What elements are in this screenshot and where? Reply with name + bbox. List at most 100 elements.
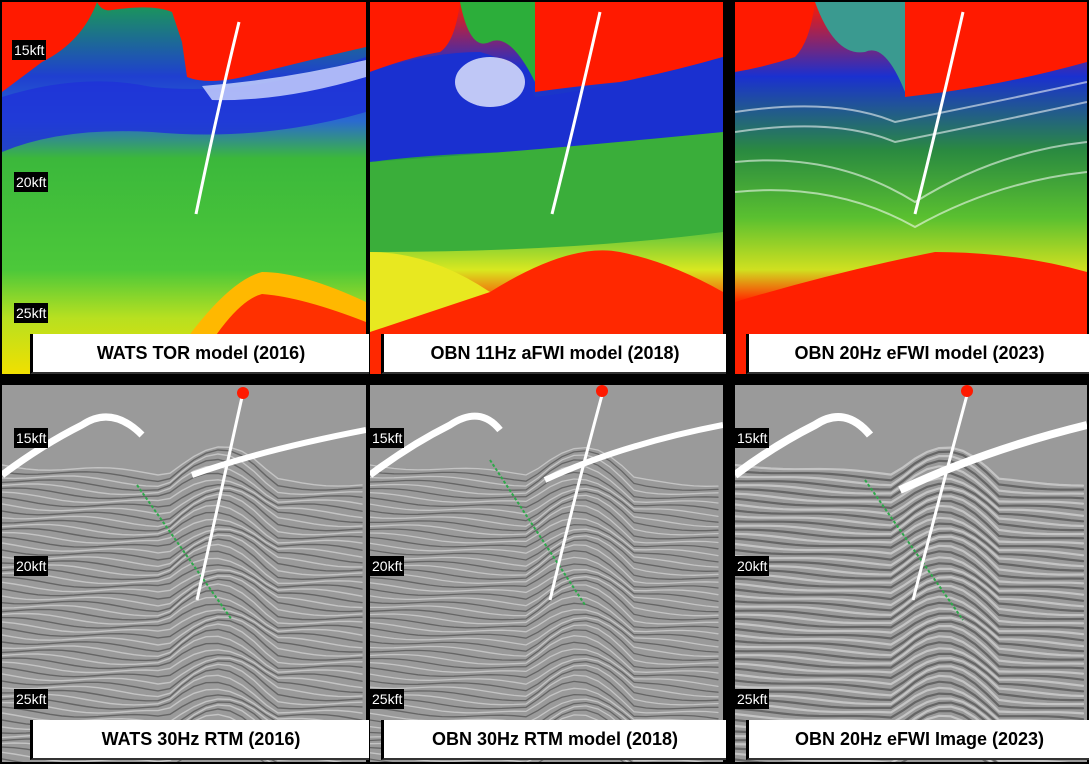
panel-caption: WATS TOR model (2016)	[30, 334, 369, 374]
seismic-reflector	[370, 510, 719, 550]
seismic-reflector	[735, 616, 1085, 657]
seismic-reflector	[735, 482, 1085, 523]
seismic-reflector	[735, 660, 1085, 702]
seismic-reflector	[370, 629, 719, 670]
seismic-reflector	[370, 624, 719, 665]
seismic-reflector	[370, 517, 719, 557]
seismic-reflector	[2, 589, 363, 629]
seismic-reflector	[2, 557, 363, 597]
seismic-reflector	[2, 660, 363, 702]
seismic-reflector	[2, 446, 363, 487]
panel-caption: OBN 20Hz eFWI Image (2023)	[746, 720, 1089, 760]
seismic-reflector	[370, 661, 719, 702]
seismic-reflector	[735, 589, 1085, 630]
seismic-reflector	[735, 510, 1085, 551]
seismic-reflector	[735, 612, 1085, 653]
seismic-reflector	[735, 575, 1085, 617]
seismic-reflector	[370, 669, 719, 710]
seismic-reflector	[2, 479, 363, 519]
seismic-reflector	[370, 576, 719, 617]
seismic-reflector	[370, 465, 719, 504]
seismic-reflector	[735, 504, 1085, 545]
seismic-reflector	[370, 446, 719, 487]
panel-caption: OBN 11Hz aFWI model (2018)	[381, 334, 726, 374]
seismic-reflector	[370, 531, 719, 572]
seismic-reflector	[2, 531, 363, 572]
seismic-reflector	[2, 564, 363, 604]
seismic-reflector	[370, 616, 719, 657]
seismic-reflector	[735, 635, 1085, 675]
seismic-reflector	[2, 458, 363, 500]
seismic-reflector	[2, 674, 363, 714]
seismic-reflector	[370, 535, 719, 576]
depth-label-20kft: 20kft	[14, 556, 49, 576]
seismic-reflector	[735, 647, 1085, 687]
seismic-reflector	[2, 572, 363, 613]
seismic-reflector	[2, 657, 363, 698]
depth-label-20kft: 20kft	[735, 556, 770, 576]
seismic-reflector	[735, 535, 1085, 576]
seismic-reflector	[735, 465, 1085, 505]
velocity-model-image	[735, 2, 1087, 374]
seismic-reflector	[2, 528, 363, 568]
seismic-reflector	[735, 680, 1085, 721]
seismic-reflector	[735, 487, 1085, 528]
seismic-reflector	[735, 595, 1085, 636]
seismic-reflector	[2, 449, 363, 491]
panel-obn-30hz-rtm-model	[370, 385, 723, 762]
seismic-reflector	[370, 602, 719, 642]
seismic-reflector	[2, 603, 363, 643]
seismic-reflector	[735, 641, 1085, 681]
depth-label-15kft: 15kft	[14, 428, 49, 448]
seismic-reflector	[370, 487, 719, 528]
seismic-reflector	[370, 687, 719, 727]
seismic-reflector	[370, 556, 719, 596]
seismic-image	[735, 385, 1087, 762]
seismic-reflector	[370, 635, 719, 674]
seismic-reflector	[370, 494, 719, 536]
seismic-reflector	[370, 595, 719, 635]
seismic-reflector	[735, 674, 1085, 715]
seismic-reflector	[735, 657, 1085, 698]
panel-caption: OBN 30Hz RTM model (2018)	[381, 720, 726, 760]
seismic-reflector	[735, 625, 1085, 665]
depth-label-25kft: 25kft	[370, 689, 405, 709]
panel-caption: OBN 20Hz eFWI model (2023)	[746, 334, 1089, 374]
depth-label-15kft: 15kft	[370, 428, 405, 448]
seismic-reflector	[2, 642, 363, 682]
seismic-reflector	[370, 664, 719, 706]
seismic-reflector	[370, 539, 719, 580]
seismic-reflector	[735, 562, 1085, 602]
seismic-reflector	[2, 681, 363, 721]
seismic-reflector	[370, 589, 719, 629]
seismic-reflector	[735, 580, 1085, 621]
seismic-reflector	[2, 635, 363, 675]
seismic-reflector	[370, 680, 719, 720]
seismic-reflector	[2, 616, 363, 657]
seismic-reflector	[370, 648, 719, 688]
seismic-reflector	[2, 568, 363, 609]
depth-label-20kft: 20kft	[370, 556, 405, 576]
seismic-reflector	[735, 601, 1085, 642]
seismic-reflector	[370, 654, 719, 693]
seismic-reflector	[370, 608, 719, 648]
panel-wats-30hz-rtm	[2, 385, 366, 762]
seismic-reflector	[370, 613, 719, 653]
seismic-reflector	[735, 450, 1085, 491]
seismic-reflector	[2, 663, 363, 706]
seismic-reflector	[735, 446, 1085, 487]
seismic-reflector	[735, 550, 1085, 590]
seismic-reflector	[2, 543, 363, 585]
seismic-reflector	[735, 584, 1085, 625]
seismic-reflector	[735, 544, 1085, 585]
seismic-reflector	[2, 628, 363, 670]
panel-obn-20hz-efwi-model	[735, 2, 1087, 374]
seismic-reflector	[370, 504, 719, 544]
seismic-reflector	[735, 455, 1085, 495]
seismic-reflector	[370, 454, 719, 495]
seismic-reflector	[2, 538, 363, 581]
seismic-reflector	[735, 459, 1085, 500]
seismic-image	[370, 385, 723, 762]
seismic-reflector	[2, 613, 363, 653]
